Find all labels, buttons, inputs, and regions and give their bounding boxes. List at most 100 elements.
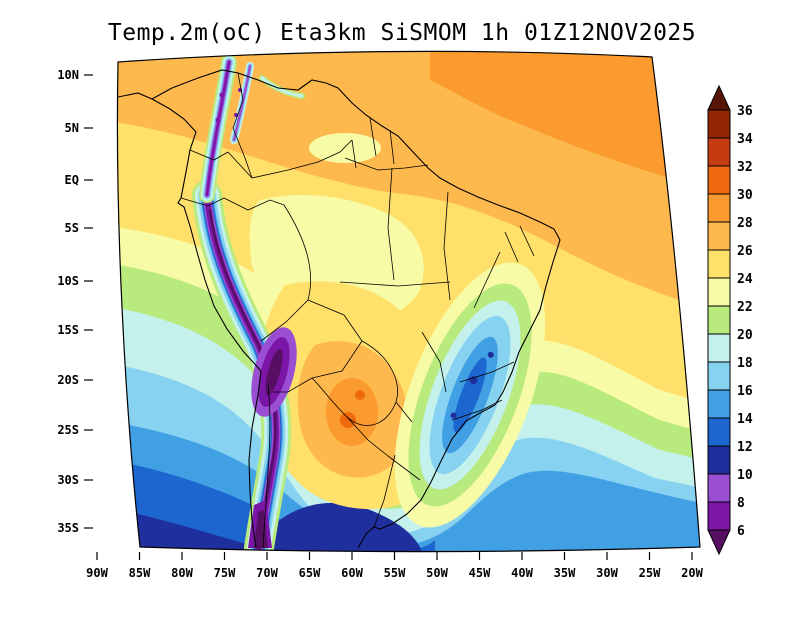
temp-region <box>265 348 283 396</box>
temp-region <box>487 351 494 358</box>
map-frame <box>116 50 701 553</box>
lon-label: 50W <box>426 566 448 580</box>
border-line <box>311 340 398 457</box>
lon-label: 25W <box>639 566 661 580</box>
border-line <box>351 117 395 169</box>
altiplano <box>251 327 297 417</box>
colorbar-arrow-top <box>707 84 731 111</box>
lon-label: 70W <box>256 566 278 580</box>
colorbar-segment <box>707 361 731 391</box>
border-line <box>473 225 535 309</box>
temp-region <box>450 412 457 419</box>
colorbar-segment <box>707 417 731 447</box>
colorbar-label: 20 <box>737 328 753 343</box>
colorbar-label: 10 <box>737 468 753 483</box>
colorbar-segment <box>707 473 731 503</box>
temp-region <box>340 412 356 428</box>
lon-label: 60W <box>341 566 363 580</box>
andes-north <box>199 54 305 203</box>
lon-label: 65W <box>299 566 321 580</box>
colorbar-label: 34 <box>737 132 753 147</box>
lon-label: 80W <box>171 566 193 580</box>
lat-label: 20S <box>57 373 79 387</box>
lon-axis: 90W 85W 80W 75W 70W 65W 60W 55W 50W 45W … <box>86 552 704 580</box>
lat-label: 30S <box>57 473 79 487</box>
temperature-field <box>117 51 701 552</box>
lat-label: 10S <box>57 274 79 288</box>
lat-label: 15S <box>57 323 79 337</box>
border-line <box>232 72 253 179</box>
colorbar-segment <box>707 193 731 223</box>
border-line <box>273 299 363 393</box>
colorbar-segment <box>707 221 731 251</box>
colorbar: 36 34 32 30 28 26 24 22 20 18 16 14 12 1… <box>707 84 753 556</box>
lat-label: 10N <box>57 68 79 82</box>
colorbar-segment <box>707 277 731 307</box>
temp-region <box>232 64 252 142</box>
country-borders <box>180 72 535 549</box>
temp-region <box>215 117 221 123</box>
lon-label: 45W <box>469 566 491 580</box>
border-line <box>339 167 451 301</box>
border-line <box>283 204 311 301</box>
lat-axis: 10N 5N EQ 5S 10S 15S 20S 25S 30S 35S <box>57 68 93 535</box>
lat-label: 25S <box>57 423 79 437</box>
colorbar-label: 16 <box>737 384 753 399</box>
lat-label: EQ <box>65 173 79 187</box>
temp-region <box>255 502 422 552</box>
lon-label: 20W <box>681 566 703 580</box>
colorbar-label: 28 <box>737 216 753 231</box>
colorbar-label: 6 <box>737 524 745 539</box>
colorbar-segment <box>707 165 731 195</box>
page-title: Temp.2m(oC) Eta3km SiSMOM 1h 01Z12NOV202… <box>108 20 696 46</box>
colorbar-label: 26 <box>737 244 753 259</box>
colorbar-segment <box>707 137 731 167</box>
colorbar-label: 32 <box>737 160 753 175</box>
colorbar-segment <box>707 333 731 363</box>
lon-label: 55W <box>384 566 406 580</box>
border-line <box>223 151 285 211</box>
colorbar-segment <box>707 501 731 531</box>
colorbar-arrow-bottom <box>707 529 731 556</box>
colorbar-segment <box>707 249 731 279</box>
lon-label: 85W <box>129 566 151 580</box>
lat-label: 35S <box>57 521 79 535</box>
colorbar-segment <box>707 389 731 419</box>
colorbar-label: 30 <box>737 188 753 203</box>
colorbar-label: 18 <box>737 356 753 371</box>
border-line <box>251 139 353 179</box>
border-line <box>373 401 421 528</box>
lat-label: 5N <box>65 121 79 135</box>
colorbar-segment <box>707 109 731 139</box>
colorbar-label: 22 <box>737 300 753 315</box>
border-line <box>260 299 309 342</box>
coastline-atlantic <box>117 69 561 549</box>
border-line <box>344 157 429 171</box>
border-line <box>421 331 515 421</box>
coastline-pacific <box>151 98 262 549</box>
colorbar-label: 24 <box>737 272 753 287</box>
lon-label: 35W <box>554 566 576 580</box>
temp-region <box>355 390 365 400</box>
temp-region <box>205 60 231 197</box>
border-line <box>262 384 271 549</box>
temp-region <box>430 51 701 190</box>
coastline <box>117 69 561 549</box>
temp-region <box>309 133 381 163</box>
temp-region <box>326 378 378 446</box>
lon-label: 75W <box>214 566 236 580</box>
temp-region <box>260 76 304 98</box>
lon-label: 90W <box>86 566 108 580</box>
colorbar-label: 36 <box>737 104 753 119</box>
colorbar-segment <box>707 445 731 475</box>
border-line <box>180 149 229 207</box>
lat-ticks <box>84 74 93 529</box>
temp-region <box>219 92 225 98</box>
cold-tongue <box>394 262 546 528</box>
colorbar-label: 8 <box>737 496 745 511</box>
colorbar-label: 12 <box>737 440 753 455</box>
lon-ticks <box>96 552 693 560</box>
lat-label: 5S <box>65 221 79 235</box>
